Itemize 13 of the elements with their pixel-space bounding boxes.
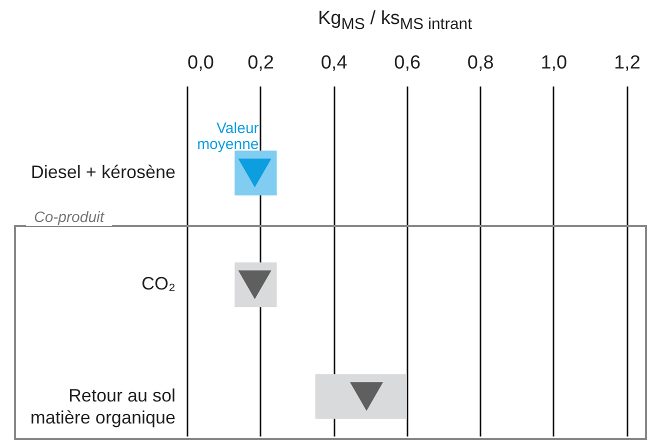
y-tick-label: Retour au sol matière organique — [30, 385, 176, 428]
y-tick-label: Diesel + kérosène — [30, 162, 176, 182]
x-tick-label: 1,2 — [614, 52, 640, 74]
text: Co-produit — [26, 209, 112, 226]
series-label: Valeur moyenne — [197, 120, 259, 153]
x-tick-label: 0,4 — [320, 52, 348, 74]
x-tick-label: 0,2 — [248, 52, 274, 74]
x-tick-label: 0,6 — [394, 52, 421, 74]
x-tick-label: 1,0 — [540, 52, 568, 74]
x-axis-title: Kg$_{MS}$ / ks$_{MS intrant}$ — [317, 8, 473, 34]
y-tick-label: CO₂ — [142, 274, 176, 294]
x-tick-label: 0,0 — [188, 52, 214, 74]
x-tick-label: 0,8 — [467, 52, 494, 74]
